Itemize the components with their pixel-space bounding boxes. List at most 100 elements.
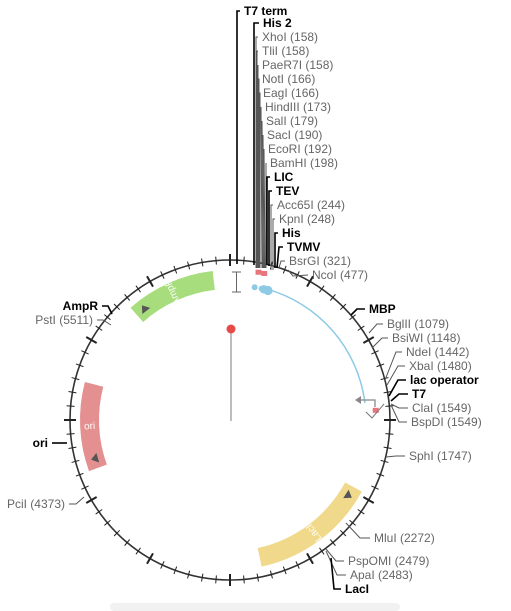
label-laci[interactable]: LacI: [345, 582, 369, 596]
minor-tick: [282, 265, 287, 274]
label-pcii-4373[interactable]: PciI (4373): [7, 497, 65, 511]
minor-tick: [68, 391, 77, 394]
label-paer7i-158[interactable]: PaeR7I (158): [262, 58, 333, 72]
label-his-2[interactable]: His 2: [263, 16, 292, 30]
label-pspomi-2479[interactable]: PspOMI (2479): [348, 554, 429, 568]
minor-tick: [319, 285, 325, 293]
feature-mbp[interactable]: [266, 288, 366, 404]
leader-bsiwi-1148: [371, 337, 388, 349]
minor-tick: [371, 350, 379, 355]
label-sphi-1747[interactable]: SphI (1747): [409, 449, 472, 463]
label-mlui-2272[interactable]: MluI (2272): [374, 531, 435, 545]
label-ecori-192[interactable]: EcoRI (192): [268, 142, 332, 156]
major-tick: [85, 496, 98, 504]
leader-lac-operator: [388, 379, 406, 397]
label-acc65i-244[interactable]: Acc65I (244): [277, 198, 345, 212]
label-sali-179[interactable]: SalI (179): [266, 114, 318, 128]
feature-ampr[interactable]: [130, 271, 215, 322]
label-clai-1549[interactable]: ClaI (1549): [412, 401, 471, 415]
label-eagi-166[interactable]: EagI (166): [263, 86, 319, 100]
leader-xhoi-158: [255, 36, 258, 268]
minor-tick: [385, 433, 394, 435]
label-bspdi-1549[interactable]: BspDI (1549): [411, 415, 482, 429]
minor-tick: [160, 561, 165, 569]
minor-tick: [104, 314, 111, 321]
site-marker[interactable]: [261, 270, 268, 276]
minor-tick: [135, 285, 141, 293]
minor-tick: [104, 519, 111, 526]
major-tick: [146, 552, 154, 565]
label-xhoi-158[interactable]: XhoI (158): [262, 30, 318, 44]
label-his[interactable]: His: [282, 226, 301, 240]
minor-tick: [243, 256, 245, 265]
label-lic[interactable]: LIC: [274, 170, 294, 184]
label-bglii-1079[interactable]: BglII (1079): [387, 317, 449, 331]
label-tev[interactable]: TEV: [276, 184, 299, 198]
label-bsiwi-1148[interactable]: BsiWI (1148): [392, 331, 460, 345]
minor-tick: [380, 377, 389, 381]
leader-his: [274, 232, 278, 268]
minor-tick: [66, 433, 75, 435]
minor-tick: [95, 509, 103, 515]
label-tlii-158[interactable]: TliI (158): [262, 44, 309, 58]
leader-pspomi-2479: [325, 548, 344, 562]
label-ori[interactable]: ori: [33, 436, 48, 450]
label-kpni-248[interactable]: KpnI (248): [279, 212, 335, 226]
site-marker[interactable]: [255, 269, 262, 275]
major-tick: [306, 275, 314, 288]
label-bsrgi-321[interactable]: BsrGI (321): [289, 254, 351, 268]
label-saci-190[interactable]: SacI (190): [267, 128, 322, 142]
label-bamhi-198[interactable]: BamHI (198): [270, 156, 338, 170]
site-marker[interactable]: [372, 407, 379, 413]
minor-tick: [201, 573, 204, 582]
minor-tick: [376, 472, 385, 477]
label-mbp[interactable]: MBP: [369, 302, 396, 316]
leader-hindiii-173: [260, 106, 263, 269]
label-noti-166[interactable]: NotI (166): [262, 72, 315, 86]
label-apai-2483[interactable]: ApaI (2483): [350, 568, 413, 582]
origin-dot[interactable]: [226, 324, 236, 334]
tag-marker[interactable]: [263, 285, 273, 296]
leader-mbp: [350, 308, 365, 316]
minor-tick: [339, 529, 347, 537]
minor-tick: [66, 405, 75, 407]
minor-tick: [135, 547, 141, 555]
minor-tick: [75, 472, 84, 477]
leader-saci-190: [262, 134, 265, 269]
label-xbai-1480[interactable]: XbaI (1480): [409, 359, 472, 373]
leader-ampr: [102, 305, 113, 315]
label-lac-operator[interactable]: lac operator: [410, 373, 479, 387]
label-t7[interactable]: T7: [412, 387, 426, 401]
minor-tick: [282, 566, 287, 575]
leader-psti-5511: [97, 319, 112, 326]
tag-marker[interactable]: [251, 284, 258, 291]
leader-laci: [330, 557, 341, 590]
minor-tick: [81, 485, 89, 490]
horizontal-scrollbar[interactable]: [110, 603, 400, 611]
minor-tick: [380, 459, 389, 463]
leader-pcii-4373: [69, 496, 85, 505]
terminator-glyph: [232, 271, 241, 293]
minor-tick: [383, 446, 392, 449]
leader-acc65i-244: [270, 204, 273, 270]
leader-ndei-1442: [384, 351, 402, 381]
label-ndei-1442[interactable]: NdeI (1442): [406, 345, 469, 359]
minor-tick: [124, 539, 131, 546]
minor-tick: [113, 529, 121, 537]
label-ampr[interactable]: AmpR: [63, 299, 99, 313]
feature-ori[interactable]: [80, 381, 107, 472]
minor-tick: [295, 561, 300, 569]
minor-tick: [95, 325, 103, 331]
label-ncoi-477[interactable]: NcoI (477): [312, 268, 368, 282]
label-hindiii-173[interactable]: HindIII (173): [265, 100, 331, 114]
leader-sphi-1747: [385, 455, 405, 458]
label-t7-term[interactable]: T7 term: [244, 4, 287, 18]
feature-laci[interactable]: [257, 482, 362, 567]
minor-tick: [81, 350, 89, 355]
label-tvmv[interactable]: TVMV: [287, 240, 320, 254]
minor-tick: [215, 256, 217, 265]
label-psti-5511[interactable]: PstI (5511): [35, 313, 93, 327]
leader-xbai-1480: [386, 365, 405, 386]
